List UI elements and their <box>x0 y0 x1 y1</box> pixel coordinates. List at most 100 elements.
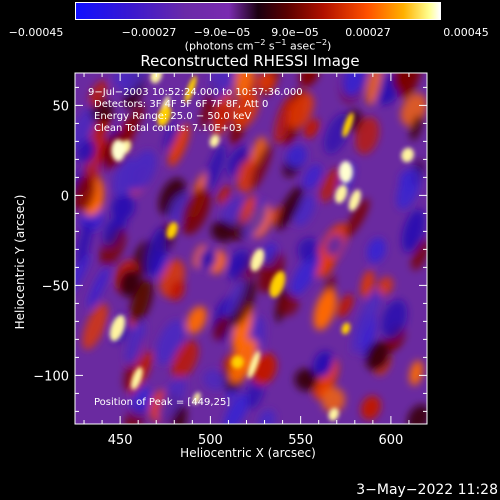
colorbar-tick-label: 0.00045 <box>443 26 489 39</box>
heatmap-blob <box>294 194 316 227</box>
heatmap-blob <box>325 235 344 257</box>
heatmap-hotspot <box>334 184 348 204</box>
heatmap-blob <box>210 220 235 243</box>
heatmap-hotspot <box>269 271 286 298</box>
heatmap-hotspot <box>348 189 361 211</box>
heatmap-blob <box>76 220 92 264</box>
heatmap-hotspot <box>341 322 351 335</box>
plot-timestamp: 3−May−2022 11:28 <box>356 482 498 498</box>
time-range-label: 9−Jul−2003 10:52:24.000 to 10:57:36.000 <box>88 87 303 98</box>
heatmap-blob <box>171 340 199 380</box>
heatmap-blob <box>409 115 423 141</box>
heatmap-blob <box>209 73 236 99</box>
heatmap-hotspot <box>342 112 354 138</box>
heatmap-blob <box>158 376 186 423</box>
heatmap-blob <box>99 227 126 267</box>
heatmap-hotspot <box>184 75 197 103</box>
heatmap-blob <box>342 73 366 97</box>
y-tick-label: 50 <box>52 99 69 114</box>
heatmap-blob <box>411 239 427 271</box>
peak-position-label: Position of Peak = [449,25] <box>94 397 231 408</box>
heatmap-hotspot <box>328 407 339 421</box>
heatmap-hotspot <box>166 222 178 239</box>
heatmap-blob <box>217 185 231 205</box>
heatmap-blob <box>225 276 246 319</box>
heatmap-blob <box>360 270 375 298</box>
heatmap-blob <box>262 242 278 266</box>
heatmap-blob <box>230 248 252 274</box>
heatmap-hotspot <box>247 351 260 379</box>
heatmap-hotspot <box>130 367 143 390</box>
heatmap-blob <box>112 155 136 199</box>
heatmap-blob <box>396 167 422 210</box>
heatmap-blob <box>313 288 337 331</box>
heatmap-blob <box>297 237 320 262</box>
heatmap-blob <box>302 163 322 190</box>
heatmap-blob <box>360 395 381 420</box>
heatmap-blob <box>89 80 108 107</box>
colorbar-units: (photons cm−2 s−1 asec−2) <box>184 38 332 53</box>
heatmap-blob <box>278 293 299 316</box>
heatmap-blob <box>125 320 146 367</box>
clean-counts-label: Clean Total counts: 7.10E+03 <box>94 123 242 134</box>
heatmap-blob <box>146 227 167 277</box>
heatmap-blob <box>313 350 334 378</box>
heatmap-blob <box>234 73 255 98</box>
heatmap-peak <box>111 139 126 162</box>
heatmap-blob <box>337 294 354 318</box>
heatmap-blob <box>75 253 91 299</box>
heatmap-blob <box>130 386 152 416</box>
heatmap-blob <box>376 276 394 297</box>
heatmap-blob <box>367 237 386 263</box>
heatmap-blob <box>221 198 246 228</box>
heatmap-blob <box>204 144 226 192</box>
heatmap-hotspot <box>157 105 172 127</box>
heatmap-blob <box>213 315 230 341</box>
heatmap-blob <box>212 104 232 129</box>
heatmap-blob <box>75 175 96 213</box>
x-tick-label: 450 <box>108 433 133 448</box>
colorbar-tick-label: 0.00027 <box>345 26 391 39</box>
heatmap-blob <box>229 280 256 327</box>
heatmap-blob <box>258 409 276 424</box>
heatmap-hotspot <box>401 147 414 163</box>
heatmap-blob <box>290 251 320 296</box>
heatmap-blob <box>76 139 96 164</box>
heatmap-blob <box>186 306 207 334</box>
heatmap-blob <box>286 144 308 168</box>
heatmap-blob <box>356 290 382 338</box>
colorbar-tick-label: −0.00045 <box>8 26 64 39</box>
heatmap-hotspot <box>209 134 220 148</box>
colorbar <box>75 2 441 22</box>
heatmap-blob <box>355 116 380 155</box>
heatmap-blob <box>365 341 390 372</box>
heatmap-blob <box>163 121 179 151</box>
y-axis-label: Heliocentric Y (arcsec) <box>13 194 27 330</box>
heatmap-blob <box>129 278 154 323</box>
heatmap-blob <box>294 368 319 392</box>
heatmap-blob <box>276 185 304 230</box>
heatmap-blob <box>168 123 190 167</box>
heatmap-blob <box>82 303 109 350</box>
x-axis-label: Heliocentric X (arcsec) <box>180 446 316 460</box>
heatmap-blob <box>239 194 256 224</box>
heatmap-blob <box>169 280 185 301</box>
heatmap-blob <box>156 319 185 365</box>
heatmap-blob <box>75 105 98 149</box>
heatmap-hotspot <box>250 248 265 272</box>
y-tick-label: −100 <box>33 369 69 384</box>
x-tick-label: 500 <box>198 433 223 448</box>
heatmap-blob <box>361 313 377 358</box>
heatmap-blob <box>111 194 135 221</box>
heatmap-blob <box>128 150 157 192</box>
colorbar-tick-label: −0.00027 <box>121 26 177 39</box>
heatmap-blob <box>112 73 132 88</box>
heatmap-blob <box>381 299 408 339</box>
heatmap-blob <box>256 73 276 92</box>
heatmap-hotspot <box>192 392 201 405</box>
heatmap-blob <box>118 269 141 297</box>
chart-title: Reconstructed RHESSI Image <box>140 52 360 70</box>
heatmap-blob <box>299 73 320 87</box>
heatmap-blob <box>102 218 121 247</box>
